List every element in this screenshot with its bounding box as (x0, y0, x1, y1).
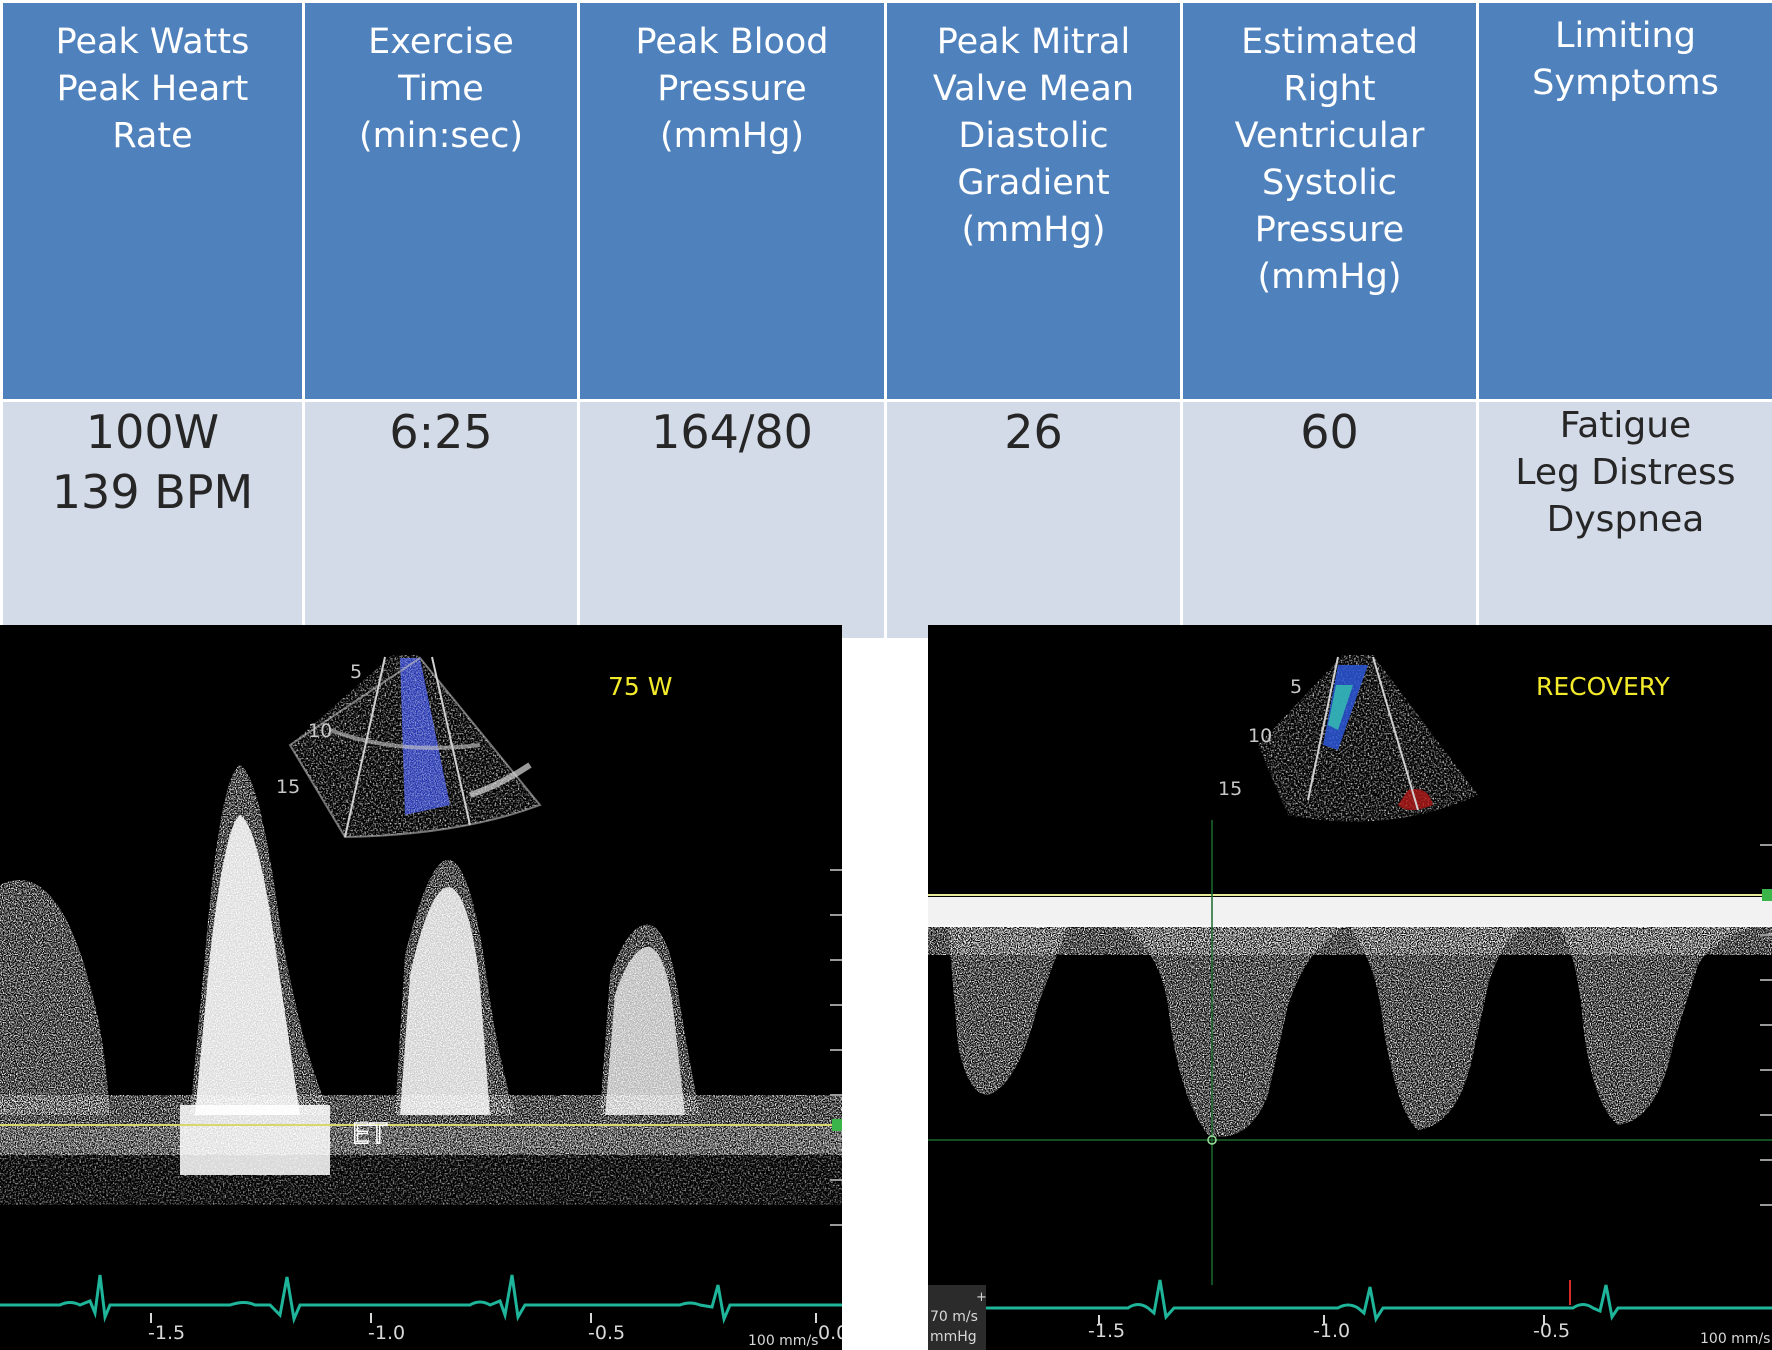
depth-label-15: 15 (1218, 778, 1242, 800)
depth-label-15: 15 (276, 776, 300, 798)
time-axis-ticks (1098, 1315, 1545, 1325)
table-body: 100W 139 BPM 6:25 164/80 26 60 Fatigue L… (0, 399, 1772, 641)
caliper-point (1207, 1135, 1217, 1145)
velocity-scale-ticks (1760, 844, 1772, 1206)
velocity-scale-ticks (830, 869, 842, 1226)
depth-label-5: 5 (1290, 676, 1302, 698)
ecg-trace (948, 1279, 1772, 1324)
header-limiting-symptoms: Limiting Symptoms (1476, 0, 1772, 402)
value-peak-blood-pressure: 164/80 (577, 399, 887, 641)
plus-icon: + (976, 1290, 987, 1305)
scale-box (928, 1285, 986, 1350)
header-rv-systolic-pressure: Estimated Right Ventricular Systolic Pre… (1180, 0, 1479, 402)
time-tick-label: -1.5 (148, 1322, 185, 1344)
header-row: Peak Watts Peak Heart Rate Exercise Time… (0, 0, 1772, 402)
value-peak-watts-heart-rate: 100W 139 BPM (0, 399, 305, 641)
value-exercise-time: 6:25 (302, 399, 580, 641)
echo-sector-75w: 5 10 15 (276, 655, 542, 839)
time-tick-label: 0.0 (818, 1322, 842, 1344)
scale-unit-label: mmHg (930, 1329, 977, 1345)
header-exercise-time: Exercise Time (min:sec) (302, 0, 580, 402)
exercise-results-table: Peak Watts Peak Heart Rate Exercise Time… (0, 0, 1772, 641)
baseline-marker (832, 1119, 842, 1131)
time-tick-label: -1.0 (1313, 1320, 1350, 1342)
stage-label-recovery: RECOVERY (1536, 672, 1671, 701)
sweep-speed-label: 100 mm/s (748, 1333, 818, 1349)
value-rv-systolic-pressure: 60 (1180, 399, 1479, 641)
depth-label-10: 10 (1248, 725, 1272, 747)
header-peak-watts-heart-rate: Peak Watts Peak Heart Rate (0, 0, 305, 402)
time-tick-label: -1.0 (368, 1322, 405, 1344)
table-header: Peak Watts Peak Heart Rate Exercise Time… (0, 0, 1772, 402)
doppler-spectrum-75w (0, 765, 842, 1205)
echo-sector-recovery: 5 10 15 (1218, 655, 1478, 822)
stage-label-75w: 75 W (608, 672, 672, 701)
depth-label-10: 10 (308, 720, 332, 742)
table-row: 100W 139 BPM 6:25 164/80 26 60 Fatigue L… (0, 399, 1772, 641)
value-limiting-symptoms: Fatigue Leg Distress Dyspnea (1476, 399, 1772, 641)
depth-label-5: 5 (350, 661, 362, 683)
header-peak-blood-pressure: Peak Blood Pressure (mmHg) (577, 0, 887, 402)
time-tick-label: -1.5 (1088, 1320, 1125, 1342)
ecg-trace (0, 1274, 842, 1325)
doppler-recovery-graphic: 5 10 15 RECOVERY (928, 655, 1772, 1350)
sweep-speed-label: 100 mm/s (1700, 1331, 1770, 1347)
value-mitral-gradient: 26 (884, 399, 1183, 641)
baseline-marker (1762, 889, 1772, 901)
doppler-image-75w: 5 10 15 75 W ET (0, 625, 842, 1350)
doppler-image-recovery: 5 10 15 RECOVERY (928, 625, 1772, 1350)
header-mitral-gradient: Peak Mitral Valve Mean Diastolic Gradien… (884, 0, 1183, 402)
et-marker: ET (352, 1117, 388, 1150)
time-axis-ticks (150, 1313, 817, 1323)
time-tick-label: -0.5 (1533, 1320, 1570, 1342)
scale-label: 70 m/s (930, 1309, 978, 1325)
doppler-75w-graphic: 5 10 15 75 W ET (0, 655, 842, 1349)
time-tick-label: -0.5 (588, 1322, 625, 1344)
doppler-spectrum-recovery (928, 925, 1772, 1137)
